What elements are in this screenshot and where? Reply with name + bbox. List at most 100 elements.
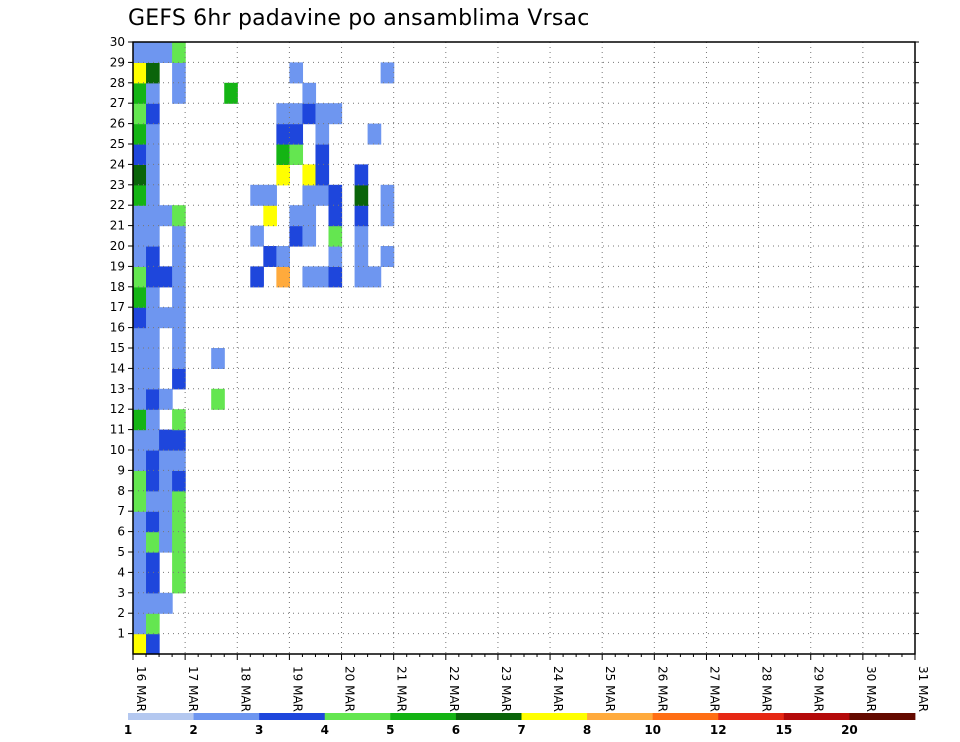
heatmap-cell — [172, 205, 186, 227]
heatmap-cell — [315, 103, 330, 125]
heatmap-cell — [133, 409, 147, 431]
heatmap-cell — [133, 286, 147, 308]
heatmap-cell — [328, 205, 343, 227]
legend-label: 7 — [517, 723, 525, 737]
heatmap-cell — [172, 327, 186, 349]
heatmap-cell — [146, 531, 160, 553]
legend-label: 12 — [710, 723, 727, 737]
heatmap-cell — [159, 450, 173, 471]
y-tick-label: 6 — [117, 525, 125, 539]
legend-swatch — [849, 713, 916, 720]
heatmap-cell — [315, 266, 330, 288]
heatmap-cell — [289, 225, 304, 247]
heatmap-cell — [172, 82, 186, 104]
heatmap-cell — [380, 205, 395, 227]
legend-label: 8 — [583, 723, 591, 737]
x-tick-label: 21 MAR — [395, 666, 409, 712]
heatmap-cell — [302, 266, 317, 288]
heatmap-cell — [146, 144, 160, 165]
x-tick-label: 18 MAR — [238, 666, 252, 712]
x-tick-label: 28 MAR — [760, 666, 774, 712]
legend-label: 6 — [452, 723, 460, 737]
heatmap-cell — [276, 266, 290, 288]
heatmap-cell — [315, 144, 330, 165]
heatmap-cell — [133, 348, 147, 369]
heatmap-cell — [133, 552, 147, 573]
heatmap-cell — [133, 327, 147, 349]
heatmap-cell — [263, 246, 277, 267]
y-tick-label: 3 — [117, 586, 125, 600]
heatmap-cell — [172, 307, 186, 329]
heatmap-cell — [159, 531, 173, 553]
heatmap-cell — [133, 225, 147, 247]
heatmap-cell — [159, 307, 173, 329]
heatmap-cell — [172, 62, 186, 84]
legend-swatch — [587, 713, 654, 720]
heatmap-cell — [133, 633, 147, 655]
y-tick-label: 12 — [110, 402, 125, 416]
legend-swatch — [455, 713, 522, 720]
x-tick-label: 26 MAR — [655, 666, 669, 712]
heatmap-cell — [172, 470, 186, 492]
heatmap-cell — [133, 205, 147, 227]
heatmap-cell — [159, 511, 173, 533]
legend-swatch — [718, 713, 785, 720]
y-tick-label: 14 — [110, 361, 125, 375]
x-tick-label: 27 MAR — [707, 666, 721, 712]
heatmap-cell — [172, 450, 186, 471]
y-tick-label: 4 — [117, 565, 125, 579]
legend-swatch — [128, 713, 194, 720]
heatmap-cell — [159, 266, 173, 288]
heatmap-cell — [146, 184, 160, 206]
heatmap-cell — [146, 429, 160, 451]
heatmap-cell — [146, 348, 160, 369]
heatmap-cell — [224, 82, 238, 104]
heatmap-cell — [146, 409, 160, 431]
heatmap-cell — [328, 184, 343, 206]
y-tick-label: 23 — [110, 178, 125, 192]
heatmap-cell — [172, 572, 186, 594]
y-tick-label: 25 — [110, 137, 125, 151]
heatmap-cell — [172, 409, 186, 431]
y-tick-label: 24 — [110, 157, 125, 171]
heatmap-cell — [146, 470, 160, 492]
heatmap-cell — [289, 144, 304, 165]
heatmap-cell — [380, 62, 395, 84]
heatmap-cell — [276, 246, 290, 267]
heatmap-cell — [172, 225, 186, 247]
heatmap-cell — [172, 266, 186, 288]
heatmap-cell — [133, 368, 147, 390]
heatmap-cell — [250, 266, 264, 288]
heatmap-cell — [172, 490, 186, 512]
heatmap-cell — [146, 225, 160, 247]
x-tick-label: 22 MAR — [447, 666, 461, 712]
heatmap-cell — [276, 144, 290, 165]
heatmap-cell — [211, 348, 225, 369]
heatmap-cell — [302, 103, 317, 125]
heatmap-cell — [354, 266, 369, 288]
heatmap-cell — [133, 184, 147, 206]
legend-swatch — [652, 713, 719, 720]
heatmap-cell — [133, 490, 147, 512]
y-tick-label: 5 — [117, 545, 125, 559]
heatmap-cell — [302, 82, 317, 104]
heatmap-cell — [146, 205, 160, 227]
y-tick-label: 9 — [117, 463, 125, 477]
heatmap-cell — [159, 429, 173, 451]
heatmap-cell — [133, 42, 147, 63]
heatmap-cell — [146, 266, 160, 288]
heatmap-cell — [133, 123, 147, 145]
heatmap-cell — [133, 531, 147, 553]
x-tick-label: 16 MAR — [134, 666, 148, 712]
heatmap-cell — [146, 552, 160, 573]
heatmap-cell — [133, 164, 147, 186]
legend-label: 1 — [124, 723, 132, 737]
heatmap-cell — [146, 592, 160, 614]
chart-title: GEFS 6hr padavine po ansamblima Vrsac — [128, 6, 590, 31]
heatmap-cell — [133, 450, 147, 471]
y-tick-label: 10 — [110, 443, 125, 457]
heatmap-cell — [328, 225, 343, 247]
heatmap-cell — [250, 184, 264, 206]
legend-label: 2 — [189, 723, 197, 737]
x-tick-label: 31 MAR — [916, 666, 930, 712]
